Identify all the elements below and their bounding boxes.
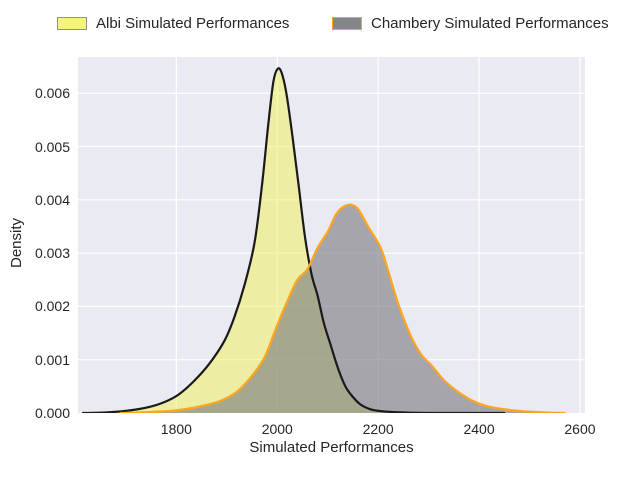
y-tick-label: 0.001 — [34, 351, 70, 368]
y-tick-label: 0.002 — [34, 298, 70, 315]
x-tick-label: 1800 — [160, 421, 192, 437]
chambery-legend-swatch — [332, 17, 362, 30]
kde-fill-albi — [83, 68, 505, 413]
y-tick-label: 0.006 — [34, 85, 70, 102]
y-tick-label: 0.000 — [34, 405, 70, 421]
x-tick-label: 2200 — [362, 421, 394, 437]
legend-item-chambery: Chambery Simulated Performances — [332, 15, 609, 32]
albi-legend-label: Albi Simulated Performances — [96, 15, 290, 32]
kde-fill-chambery — [120, 204, 565, 413]
x-tick-label: 2600 — [564, 421, 596, 437]
y-tick-label: 0.005 — [34, 138, 70, 155]
kde-line-chambery — [119, 203, 566, 413]
kde-line-albi — [81, 67, 506, 413]
albi-legend-swatch — [57, 17, 87, 30]
plot-area — [78, 57, 585, 413]
kde-density-chart — [78, 57, 585, 413]
x-tick-label: 2400 — [463, 421, 495, 437]
y-tick-label: 0.003 — [34, 245, 70, 262]
y-tick-label: 0.004 — [34, 191, 70, 208]
chambery-legend-label: Chambery Simulated Performances — [371, 15, 609, 32]
y-axis-title: Density — [8, 217, 25, 269]
x-tick-label: 2000 — [261, 421, 293, 437]
x-axis-title: Simulated Performances — [249, 439, 414, 456]
legend-item-albi: Albi Simulated Performances — [57, 15, 289, 32]
